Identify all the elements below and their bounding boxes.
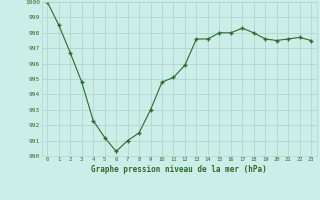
X-axis label: Graphe pression niveau de la mer (hPa): Graphe pression niveau de la mer (hPa)	[91, 165, 267, 174]
